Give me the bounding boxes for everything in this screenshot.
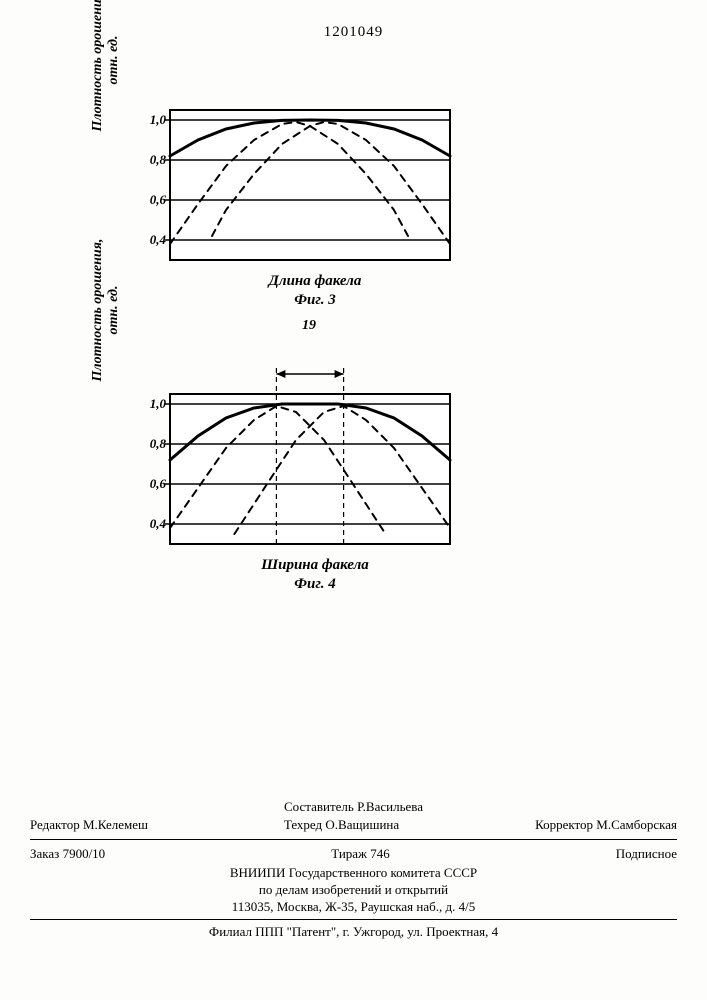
- org-line2: по делам изобретений и открытий: [30, 882, 677, 898]
- separator-1: [30, 839, 677, 840]
- footer-block: Составитель Р.Васильева Редактор М.Келем…: [30, 799, 677, 940]
- dimension-label: 19: [302, 318, 316, 334]
- order-cell: Заказ 7900/10: [30, 846, 105, 862]
- editor-cell: Редактор М.Келемеш: [30, 817, 148, 833]
- org-addr: 113035, Москва, Ж-35, Раушская наб., д. …: [30, 899, 677, 915]
- composer-name: Р.Васильева: [357, 799, 423, 814]
- chart1-fignum: Фиг. 3: [170, 292, 460, 309]
- chart1-ylabel: Плотность орошения, отн. ед.: [90, 0, 122, 150]
- ytick-label: 1,0: [140, 396, 166, 412]
- corrector-cell: Корректор М.Самборская: [535, 817, 677, 833]
- chart2-ylabel: Плотность орошения, отн. ед.: [90, 220, 122, 400]
- ytick-label: 0,8: [140, 152, 166, 168]
- order-row: Заказ 7900/10 Тираж 746 Подписное: [30, 844, 677, 864]
- chart2-svg: [140, 360, 460, 546]
- page: 1201049 Плотность орошения, отн. ед. 0,4…: [0, 0, 707, 1000]
- chart1-xlabel: Длина факела: [170, 273, 460, 290]
- chart1-plot-area: 0,4 0,6 0,8 1,0: [140, 110, 460, 267]
- ytick-label: 0,4: [140, 516, 166, 532]
- techred-cell: Техред О.Ващишина: [284, 817, 399, 833]
- ytick-label: 0,4: [140, 232, 166, 248]
- tirage-cell: Тираж 746: [331, 846, 390, 862]
- ytick-label: 0,6: [140, 476, 166, 492]
- chart1-svg: [140, 110, 460, 262]
- chart2-plot-area: 19 0,40,60,81,0: [140, 360, 460, 551]
- ytick-label: 1,0: [140, 112, 166, 128]
- separator-2: [30, 919, 677, 920]
- chart2-xlabel: Ширина факела: [170, 557, 460, 574]
- figure-4: Плотность орошения, отн. ед. 19 0,40,60,…: [140, 360, 460, 593]
- ytick-label: 0,8: [140, 436, 166, 452]
- chart2-fignum: Фиг. 4: [170, 576, 460, 593]
- ytick-label: 0,6: [140, 192, 166, 208]
- org-block: ВНИИПИ Государственного комитета СССР по…: [30, 865, 677, 915]
- figure-3: Плотность орошения, отн. ед. 0,40,60,81,…: [140, 110, 460, 309]
- credits-row: Редактор М.Келемеш Техред О.Ващишина Кор…: [30, 815, 677, 835]
- org-line1: ВНИИПИ Государственного комитета СССР: [30, 865, 677, 881]
- branch-line: Филиал ППП "Патент", г. Ужгород, ул. Про…: [30, 924, 677, 940]
- composer-label: Составитель: [284, 799, 354, 814]
- subscription-cell: Подписное: [616, 846, 677, 862]
- composer-line: Составитель Р.Васильева: [30, 799, 677, 815]
